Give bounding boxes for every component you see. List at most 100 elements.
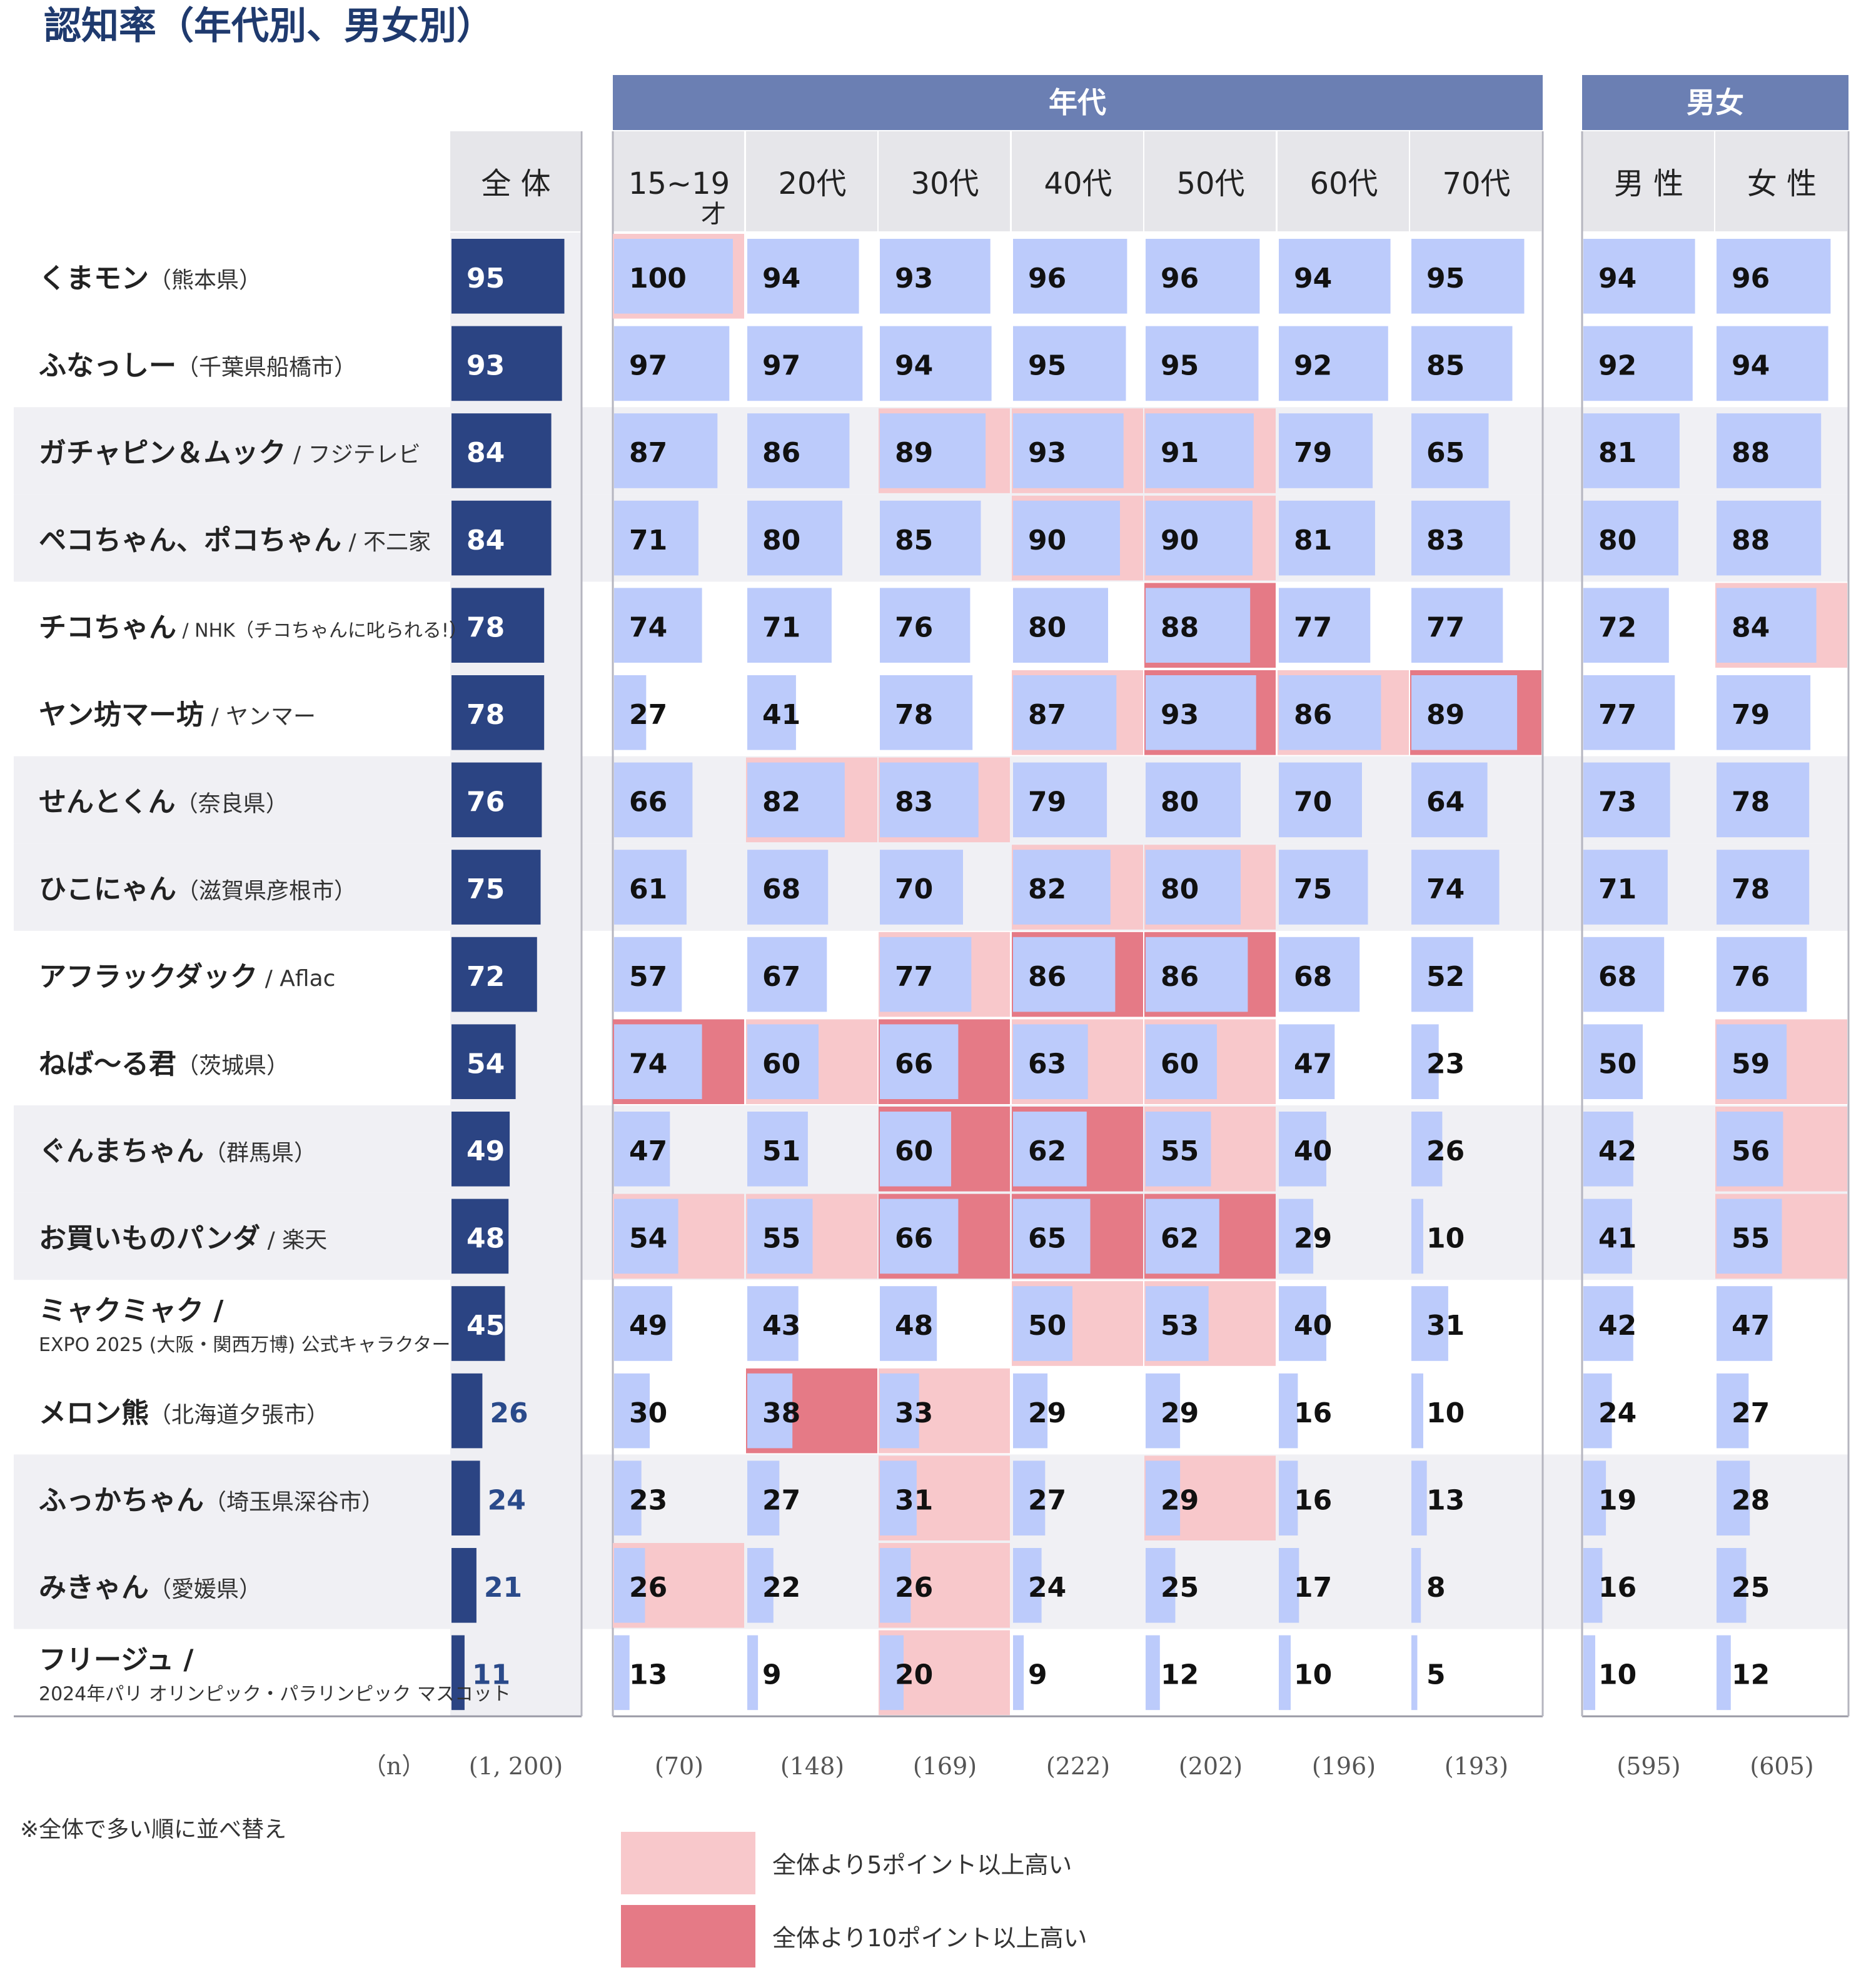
value-bar — [614, 1548, 645, 1623]
value-label: 55 — [762, 1223, 800, 1255]
value-bar — [614, 1373, 650, 1449]
row-label: チコちゃん / NHK（チコちゃんに叱られる!） — [39, 611, 468, 643]
value-bar — [1583, 850, 1668, 925]
value-label: 66 — [895, 1223, 933, 1255]
value-label: 47 — [1732, 1310, 1770, 1342]
value-label: 38 — [762, 1397, 800, 1429]
value-bar — [1717, 1112, 1783, 1187]
value-label: 10 — [1294, 1659, 1332, 1691]
row-label-name: お買いものパンダ — [39, 1223, 260, 1255]
row-label-sub: （滋賀県彦根市） — [176, 878, 356, 904]
value-label: 45 — [466, 1310, 505, 1342]
value-label: 62 — [1161, 1223, 1199, 1255]
value-label: 94 — [1732, 350, 1770, 382]
value-bar — [451, 500, 552, 576]
value-bar — [1279, 937, 1360, 1012]
value-label: 78 — [466, 611, 505, 643]
value-label: 67 — [762, 961, 800, 993]
value-bar — [1583, 1112, 1633, 1187]
value-label: 81 — [1294, 525, 1332, 556]
value-bar — [1717, 850, 1810, 925]
value-bar — [747, 1286, 799, 1361]
value-label: 84 — [466, 437, 505, 469]
value-bar — [1146, 762, 1241, 838]
value-label: 29 — [1161, 1397, 1199, 1429]
value-bar — [1411, 1112, 1443, 1187]
value-bar — [1583, 413, 1680, 488]
value-bar — [1279, 1286, 1326, 1361]
value-bar — [1013, 500, 1120, 576]
value-bar — [880, 762, 979, 838]
value-bar — [1013, 239, 1127, 314]
value-bar — [747, 1548, 774, 1623]
value-label: 54 — [466, 1048, 505, 1080]
value-bar — [1279, 588, 1371, 663]
value-label: 24 — [1598, 1397, 1636, 1429]
row-label: アフラックダック / Aflac — [39, 961, 335, 993]
value-label: 88 — [1732, 437, 1770, 469]
value-bar — [1411, 937, 1473, 1012]
value-label: 10 — [1598, 1659, 1636, 1691]
legend-swatch — [621, 1905, 755, 1967]
value-label: 86 — [1294, 699, 1332, 731]
value-label: 29 — [1161, 1484, 1199, 1516]
row-label: ひこにゃん（滋賀県彦根市） — [39, 873, 356, 905]
value-label: 56 — [1732, 1135, 1770, 1167]
value-bar — [451, 239, 565, 314]
value-bar — [1146, 1548, 1176, 1623]
value-bar — [614, 239, 733, 314]
value-bar — [747, 850, 829, 925]
value-bar — [747, 1373, 793, 1449]
column-header-bg — [746, 131, 877, 231]
row-label-name: みきゃん — [39, 1572, 149, 1604]
column-header-label: 40代 — [1044, 166, 1112, 201]
value-label: 80 — [762, 525, 800, 556]
value-label: 78 — [1732, 873, 1770, 905]
value-label: 10 — [1426, 1397, 1465, 1429]
column-header-label: 60代 — [1309, 166, 1378, 201]
row-label-name: ふなっしー — [39, 350, 176, 382]
value-label: 79 — [1732, 699, 1770, 731]
value-label: 26 — [895, 1572, 933, 1604]
value-bar — [1717, 588, 1817, 663]
value-label: 42 — [1598, 1135, 1636, 1167]
value-bar — [1013, 1286, 1072, 1361]
value-bar — [747, 588, 832, 663]
value-bar — [880, 1373, 919, 1449]
value-label: 97 — [762, 350, 800, 382]
value-label: 88 — [1161, 611, 1199, 643]
value-label: 75 — [466, 873, 505, 905]
sample-size: (70) — [655, 1752, 704, 1780]
value-label: 22 — [762, 1572, 800, 1604]
value-label: 53 — [1161, 1310, 1199, 1342]
value-label: 74 — [1426, 873, 1465, 905]
value-label: 48 — [895, 1310, 933, 1342]
value-bar — [614, 588, 702, 663]
value-label: 31 — [1426, 1310, 1465, 1342]
value-bar — [1013, 326, 1126, 401]
value-label: 100 — [629, 263, 687, 294]
value-bar — [451, 1199, 509, 1274]
value-label: 83 — [1426, 525, 1465, 556]
marks-layer — [451, 234, 1847, 1967]
value-label: 20 — [895, 1659, 933, 1691]
row-label-sub: （熊本県） — [149, 268, 261, 293]
row-label-name: アフラックダック — [39, 961, 258, 993]
value-bar — [1146, 675, 1256, 750]
value-bar — [451, 1548, 477, 1623]
value-label: 55 — [1732, 1223, 1770, 1255]
value-label: 89 — [1426, 699, 1465, 731]
value-bar — [1146, 326, 1259, 401]
value-bar — [451, 850, 541, 925]
value-label: 70 — [895, 873, 933, 905]
value-bar — [1279, 675, 1381, 750]
value-label: 68 — [1294, 961, 1332, 993]
value-bar — [1411, 850, 1500, 925]
value-bar — [1583, 1460, 1606, 1535]
value-bar — [747, 1199, 813, 1274]
value-label: 13 — [629, 1659, 667, 1691]
row-label-sub: / Aflac — [258, 966, 335, 992]
value-bar — [1583, 326, 1693, 401]
column-header-label: 15~19 — [628, 166, 730, 201]
value-label: 49 — [466, 1135, 505, 1167]
